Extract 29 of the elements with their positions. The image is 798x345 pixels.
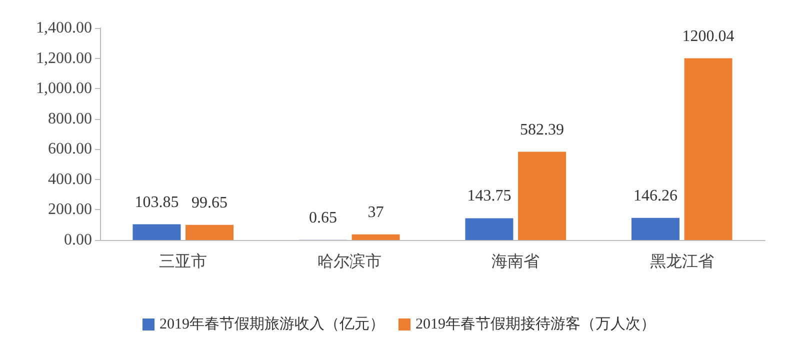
data-label: 146.26: [633, 187, 678, 204]
bar: [465, 218, 514, 240]
y-tick-label: 1,400.00: [36, 20, 92, 36]
y-tick-label: 1,200.00: [36, 50, 92, 67]
x-tick-label: 三亚市: [159, 252, 208, 270]
data-label: 0.65: [308, 209, 337, 226]
data-label: 1200.04: [682, 28, 734, 45]
data-label: 37: [368, 204, 384, 221]
bar: [518, 152, 566, 240]
bar: [186, 224, 234, 240]
x-tick-label: 黑龙江省: [650, 252, 714, 270]
x-tick-label: 海南省: [492, 252, 540, 270]
legend-label: 2019年春节假期旅游收入（亿元）: [160, 316, 384, 332]
data-label: 103.85: [134, 194, 179, 211]
bar: [631, 218, 680, 240]
data-label: 99.65: [192, 194, 228, 212]
x-tick-label: 哈尔滨市: [317, 252, 382, 270]
y-tick-label: 400.00: [48, 170, 92, 188]
y-tick-label: 1,000.00: [36, 80, 92, 98]
legend-label: 2019年春节假期接待游客（万人次）: [416, 316, 656, 332]
y-tick-label: 200.00: [48, 201, 92, 218]
y-tick-label: 600.00: [48, 140, 92, 158]
y-tick-label: 800.00: [48, 110, 92, 128]
data-label: 143.75: [467, 188, 512, 205]
bar: [352, 234, 400, 240]
data-label: 582.39: [520, 121, 564, 138]
bar: [684, 58, 732, 240]
bar: [132, 224, 181, 240]
y-tick-label: 0.00: [64, 232, 92, 248]
